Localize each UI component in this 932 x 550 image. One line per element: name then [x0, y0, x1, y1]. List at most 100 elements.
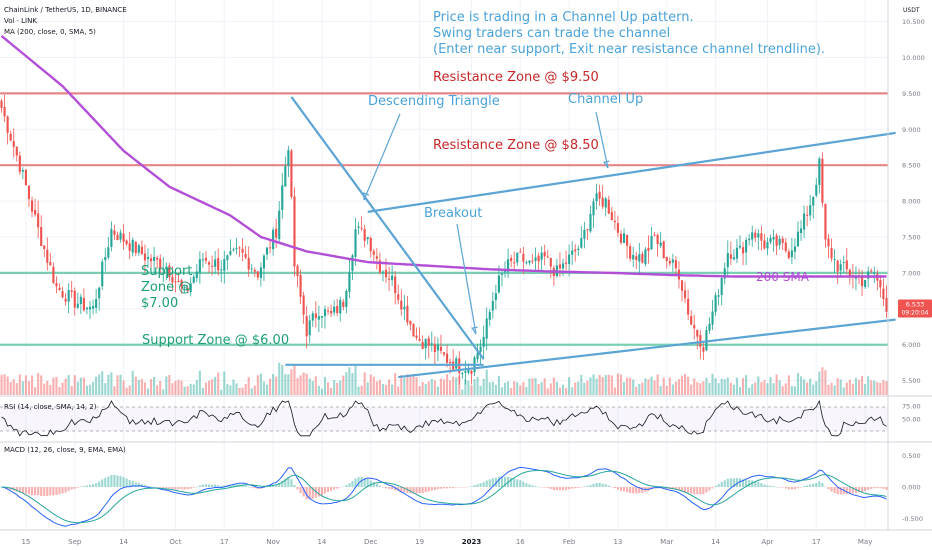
candle: [27, 185, 31, 199]
candle: [882, 288, 885, 299]
candle: [177, 280, 180, 283]
macd-hist-bar: [525, 483, 528, 487]
candle: [320, 316, 324, 318]
candle: [403, 306, 406, 310]
volume-bar: [757, 376, 760, 395]
macd-hist-bar: [207, 484, 211, 487]
x-tick-label: Nov: [266, 538, 280, 546]
x-tick-label: Oct: [169, 538, 181, 546]
volume-bar: [830, 382, 833, 395]
candle: [534, 257, 537, 261]
macd-hist-bar: [134, 482, 137, 487]
macd-hist-bar: [311, 487, 314, 499]
volume-bar: [192, 384, 195, 395]
candle: [113, 230, 116, 235]
macd-hist-bar: [278, 482, 281, 487]
volume-bar: [564, 387, 568, 395]
candle: [784, 242, 787, 251]
macd-hist-bar: [519, 480, 522, 487]
candle: [253, 269, 256, 272]
candle: [717, 295, 720, 297]
volume-bar: [244, 383, 247, 395]
volume-bar: [30, 375, 34, 395]
candle: [799, 228, 803, 234]
macd-hist-bar: [607, 485, 610, 487]
candle: [290, 150, 293, 197]
candle: [644, 249, 647, 265]
candle: [439, 346, 443, 351]
macd-hist-bar: [879, 487, 882, 489]
candle: [217, 258, 220, 271]
volume-bar: [369, 374, 372, 395]
candle: [696, 329, 699, 337]
macd-hist-bar: [110, 475, 113, 487]
y-tick-label: 10.000: [902, 54, 925, 62]
candle: [543, 251, 546, 257]
macd-hist-bar: [809, 484, 812, 487]
candle: [424, 338, 427, 349]
candle: [674, 260, 677, 269]
macd-hist-bar: [354, 478, 357, 487]
macd-hist-bar: [497, 476, 500, 487]
macd-hist-bar: [470, 486, 473, 487]
macd-hist-bar: [772, 486, 775, 487]
volume-bar: [146, 388, 150, 395]
candle: [726, 253, 729, 268]
volume-bar: [470, 385, 473, 395]
macd-hist-bar: [476, 484, 479, 487]
candle: [586, 229, 589, 231]
volume-bar: [723, 379, 726, 395]
candle: [214, 259, 217, 267]
volume-bar: [49, 385, 52, 395]
macd-hist-bar: [85, 485, 89, 487]
volume-bar: [186, 386, 189, 395]
volume-bar: [882, 379, 885, 395]
macd-hist-bar: [531, 485, 534, 487]
macd-hist-bar: [717, 484, 720, 487]
macd-hist-bar: [592, 483, 595, 487]
candle: [671, 259, 674, 263]
volume-bar: [629, 377, 632, 395]
candle: [326, 310, 330, 312]
macd-hist-bar: [705, 487, 708, 493]
candle: [476, 352, 479, 360]
candle: [168, 265, 171, 277]
volume-bar: [842, 387, 845, 395]
volume-bar: [55, 376, 58, 395]
macd-hist-bar: [162, 487, 165, 489]
candle: [564, 262, 568, 264]
candle: [479, 346, 482, 352]
candle: [165, 266, 168, 270]
candle: [302, 295, 305, 315]
volume-bar: [397, 386, 400, 395]
volume-bar: [119, 374, 122, 395]
macd-hist-bar: [253, 487, 256, 489]
macd-hist-bar: [876, 487, 879, 489]
y-tick-label: 5.500: [902, 377, 921, 385]
candle: [513, 262, 516, 264]
volume-bar: [272, 374, 275, 395]
candle: [192, 276, 195, 283]
macd-hist-bar: [336, 487, 339, 489]
candle: [806, 214, 809, 216]
macd-hist-bar: [745, 479, 748, 487]
volume-bar: [73, 375, 76, 395]
candle: [684, 290, 687, 299]
macd-hist-bar: [555, 487, 558, 491]
candle: [116, 234, 119, 241]
rsi-pane: [0, 395, 932, 443]
candle: [195, 271, 198, 279]
macd-hist-bar: [101, 479, 104, 487]
candle: [748, 238, 751, 241]
macd-hist-bar: [189, 487, 192, 489]
volume-bar: [153, 376, 156, 395]
macd-hist-bar: [30, 487, 34, 496]
macd-hist-bar: [46, 487, 49, 496]
candle: [119, 232, 122, 240]
currency-label: USDT: [903, 7, 920, 14]
macd-hist-bar: [787, 487, 790, 490]
macd-hist-bar: [293, 485, 296, 487]
macd-hist-bar: [598, 483, 601, 487]
macd-hist-bar: [568, 487, 571, 490]
